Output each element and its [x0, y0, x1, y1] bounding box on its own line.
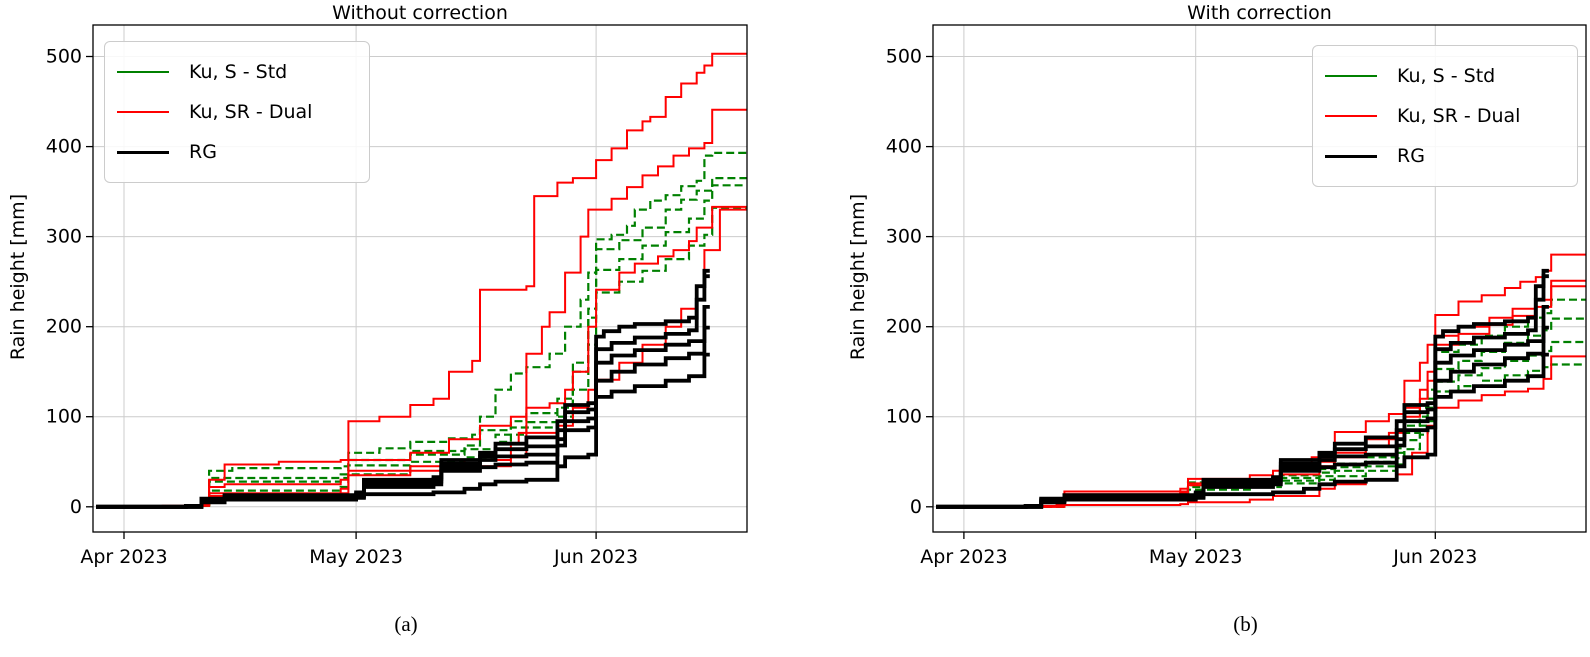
chart-title-without-correction: Without correction	[332, 2, 508, 24]
x-tick-label: May 2023	[309, 546, 403, 568]
y-tick-label: 0	[910, 496, 922, 518]
series-ku-sr-dual-2	[96, 108, 747, 508]
chart-canvas-with-correction: 0 100 200 300 400 500 Apr 2023 May 2023 Jun 2023	[886, 24, 1587, 568]
legend-entry-ku-s-std: Ku, S - Std	[1325, 56, 1559, 96]
red-line-swatch-icon	[117, 111, 169, 113]
series-rg-1	[936, 268, 1549, 509]
y-tick-label: 500	[886, 46, 922, 68]
legend-left: Ku, S - Std Ku, SR - Dual RG	[104, 41, 370, 183]
subfigure-caption-b: (b)	[1233, 612, 1258, 636]
x-tick-label: May 2023	[1149, 546, 1243, 568]
x-tick-label: Apr 2023	[80, 546, 167, 568]
subfigure-caption-a: (a)	[394, 612, 418, 636]
y-tick-label: 100	[46, 406, 82, 428]
series-ku-sr-dual-2	[936, 279, 1586, 508]
series-ku-sr-dual-4	[936, 355, 1586, 508]
series-ku-sr-dual-1	[96, 52, 747, 508]
chart-title-with-correction: With correction	[1187, 2, 1332, 24]
chart-canvas-without-correction: 0 100 200 300 400 500 Apr 2023 May 2023 Jun 2023	[46, 24, 748, 568]
green-line-swatch-icon	[117, 71, 169, 73]
legend-right: Ku, S - Std Ku, SR - Dual RG	[1312, 45, 1578, 187]
y-tick-label: 200	[886, 316, 922, 338]
legend-label-ku-s-std: Ku, S - Std	[1397, 65, 1496, 87]
series-ku-sr-dual-1	[936, 253, 1586, 508]
legend-entry-ku-sr-dual: Ku, SR - Dual	[1325, 96, 1559, 136]
red-line-swatch-icon	[1325, 115, 1377, 117]
legend-label-rg: RG	[1397, 145, 1425, 167]
series-rg-3	[96, 305, 710, 509]
series-ku-sr-dual-3	[96, 205, 747, 508]
series-ku-s-std-4	[96, 206, 747, 508]
legend-label-rg: RG	[189, 141, 217, 163]
y-tick-label: 300	[46, 226, 82, 248]
legend-entry-ku-sr-dual: Ku, SR - Dual	[117, 92, 351, 132]
y-tick-label: 500	[46, 46, 82, 68]
series-rg-5	[936, 352, 1549, 509]
y-tick-label: 100	[886, 406, 922, 428]
axes-spines	[92, 24, 748, 533]
y-tick-label: 300	[886, 226, 922, 248]
axes-spines	[932, 24, 1587, 533]
y-tick-label: 200	[46, 316, 82, 338]
x-tick-label: Jun 2023	[553, 546, 638, 568]
series-ku-s-std-2	[96, 177, 747, 508]
legend-label-ku-sr-dual: Ku, SR - Dual	[189, 101, 313, 123]
black-line-swatch-icon	[117, 150, 169, 154]
y-tick-label: 0	[70, 496, 82, 518]
series-ku-sr-dual-4	[96, 208, 747, 508]
green-line-swatch-icon	[1325, 75, 1377, 77]
x-tick-label: Jun 2023	[1392, 546, 1477, 568]
legend-entry-ku-s-std: Ku, S - Std	[117, 52, 351, 92]
legend-entry-rg: RG	[1325, 136, 1559, 176]
legend-label-ku-s-std: Ku, S - Std	[189, 61, 288, 83]
y-tick-label: 400	[46, 136, 82, 158]
y-tick-label: 400	[886, 136, 922, 158]
x-tick-label: Apr 2023	[920, 546, 1007, 568]
series-ku-s-std-3	[96, 184, 747, 508]
legend-entry-rg: RG	[117, 132, 351, 172]
black-line-swatch-icon	[1325, 154, 1377, 158]
legend-label-ku-sr-dual: Ku, SR - Dual	[1397, 105, 1521, 127]
series-rg-5	[96, 352, 710, 509]
